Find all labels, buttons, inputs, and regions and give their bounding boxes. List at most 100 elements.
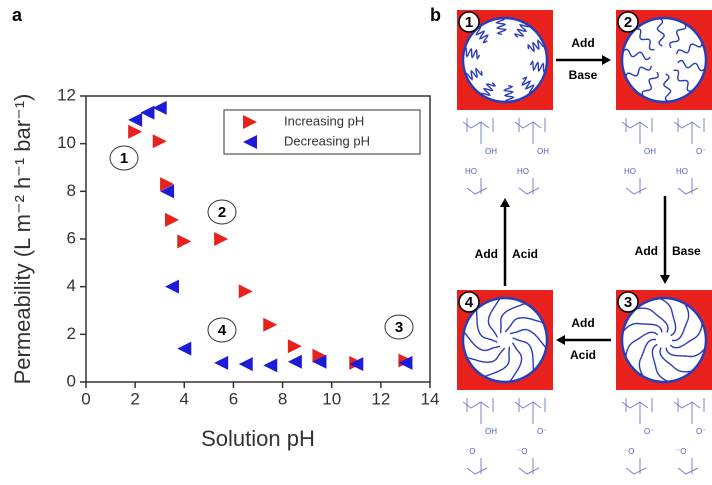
polymer-chain [635, 28, 655, 51]
x-tick-label: 6 [229, 389, 238, 408]
legend-label: Increasing pH [284, 113, 364, 128]
chem-group: ⁻O [465, 447, 475, 456]
marker [165, 279, 179, 294]
backbone [462, 398, 494, 424]
polymer-chain [512, 337, 535, 371]
marker [152, 134, 167, 149]
backbone [673, 398, 705, 424]
annotation: 4 [207, 317, 237, 343]
polymer-chain [463, 46, 481, 60]
polymer-chain [669, 322, 703, 349]
backbone [514, 118, 546, 144]
polymer-chain [656, 17, 665, 47]
polymer-chain [502, 85, 515, 103]
polymer-chain [663, 73, 672, 103]
y-tick-label: 12 [57, 85, 76, 104]
chem-group: ⁻O [676, 447, 686, 456]
marker [312, 354, 327, 369]
polymer-chain [480, 82, 497, 98]
polymer-chain [465, 67, 483, 81]
x-tick-label: 0 [81, 389, 90, 408]
x-tick-label: 4 [180, 389, 189, 408]
polymer-chain [659, 347, 693, 373]
legend-marker [243, 135, 257, 149]
chem-group: O⁻ [696, 147, 706, 156]
state-badge [617, 11, 639, 33]
chem-group: O⁻ [696, 427, 706, 436]
marker [214, 355, 229, 370]
polymer-chain [641, 71, 659, 97]
arrow-label: Add [475, 247, 498, 261]
backbone [462, 118, 494, 144]
arrow-head [602, 55, 611, 65]
backbone [677, 458, 699, 475]
x-tick-label: 8 [278, 389, 287, 408]
polymer-chain [527, 39, 545, 53]
state-number: 2 [624, 14, 632, 31]
panel-label: b [430, 5, 441, 25]
backbone [625, 178, 647, 195]
polymer-chain [504, 317, 544, 333]
panel-label: a [12, 5, 23, 25]
annotation: 1 [109, 145, 139, 171]
polymer-chain [638, 338, 657, 377]
polymer-chain [665, 347, 706, 358]
polymer-chain [669, 23, 687, 49]
pore [461, 16, 549, 104]
arrow-label: Add [635, 244, 658, 258]
polymer-chain [625, 65, 652, 78]
state: 2 OH HO O⁻ HO [616, 10, 712, 195]
arrow-label: Base [569, 68, 598, 82]
marker [312, 348, 327, 363]
chem-group: OH [485, 427, 497, 436]
state-number: 4 [465, 294, 474, 311]
marker [128, 124, 143, 139]
marker [177, 234, 192, 249]
polymer-chain [509, 342, 523, 383]
x-axis-title: Solution pH [201, 426, 315, 451]
marker [128, 112, 143, 127]
chem-group: ⁻O [517, 447, 527, 456]
polymer-chain [671, 303, 690, 342]
marker [152, 100, 167, 115]
backbone [518, 458, 540, 475]
state: 4 OH ⁻O O⁻ ⁻O [457, 290, 553, 475]
polymer-chain [509, 328, 547, 349]
chem-group: HO [517, 167, 529, 176]
polymer-chain [475, 309, 498, 343]
polymer-chain [651, 343, 670, 383]
marker [160, 184, 175, 199]
polymer-chain [676, 42, 703, 55]
polymer-chain [495, 17, 508, 35]
marker [263, 317, 278, 332]
backbone [677, 178, 699, 195]
polymer-chain [463, 331, 501, 352]
annotation-text: 2 [218, 204, 226, 221]
polymer-chain [475, 26, 489, 44]
annotation: 3 [384, 314, 414, 340]
arrow-label: Add [571, 36, 594, 50]
arrow-head [556, 335, 565, 345]
marker [214, 232, 229, 246]
marker [177, 341, 192, 356]
pore [620, 16, 708, 104]
state: 3 O⁻ ⁻O O⁻ ⁻O [616, 290, 712, 475]
state-number: 3 [624, 294, 632, 311]
marker [165, 212, 179, 227]
chem-group: HO [465, 167, 477, 176]
pore [461, 296, 549, 384]
polymer-chain [625, 331, 659, 358]
marker [238, 284, 253, 299]
y-tick-label: 0 [67, 371, 76, 390]
marker [263, 358, 278, 373]
polymer-chain [487, 297, 501, 338]
arrow-label: Add [571, 316, 594, 330]
backbone [466, 178, 488, 195]
state-badge [458, 11, 480, 33]
backbone [673, 118, 705, 144]
y-tick-label: 10 [57, 133, 76, 152]
arrow-label: Acid [570, 348, 596, 362]
legend-marker [243, 115, 257, 129]
polymer-chain [658, 297, 677, 337]
